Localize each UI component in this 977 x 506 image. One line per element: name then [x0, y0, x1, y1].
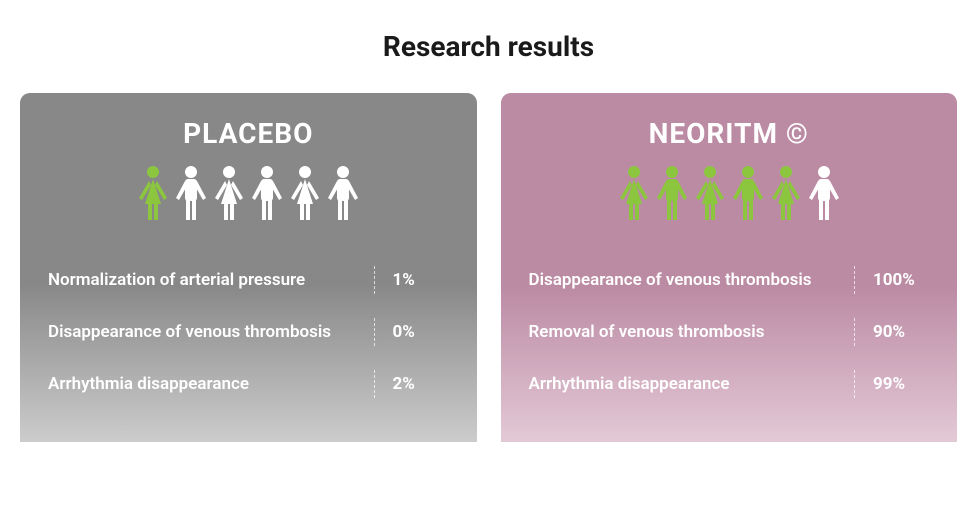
- result-label: Disappearance of venous thrombosis: [48, 322, 356, 342]
- result-label: Disappearance of venous thrombosis: [529, 270, 837, 290]
- row-divider: [374, 318, 375, 346]
- result-value: 2%: [393, 374, 449, 394]
- page-title: Research results: [10, 30, 967, 63]
- result-rows: Normalization of arterial pressure 1% Disa…: [48, 254, 449, 410]
- panel-header: PLACEBO: [48, 117, 449, 150]
- person-icon: [249, 164, 285, 228]
- people-icon-row: [48, 164, 449, 228]
- result-row: Arrhythmia disappearance 2%: [48, 358, 449, 410]
- result-label: Normalization of arterial pressure: [48, 270, 356, 290]
- result-row: Arrhythmia disappearance 99%: [529, 358, 930, 410]
- panels-container: PLACEBO: [10, 93, 967, 442]
- result-value: 99%: [873, 374, 929, 394]
- person-icon: [730, 164, 766, 228]
- result-value: 100%: [873, 270, 929, 290]
- row-divider: [374, 370, 375, 398]
- person-icon: [806, 164, 842, 228]
- result-value: 0%: [393, 322, 449, 342]
- row-divider: [854, 370, 855, 398]
- person-icon: [287, 164, 323, 228]
- result-row: Normalization of arterial pressure 1%: [48, 254, 449, 306]
- row-divider: [374, 266, 375, 294]
- result-panel: NEORITM ©: [501, 93, 958, 442]
- people-icon-row: [529, 164, 930, 228]
- person-icon: [325, 164, 361, 228]
- result-row: Removal of venous thrombosis 90%: [529, 306, 930, 358]
- row-divider: [854, 266, 855, 294]
- result-panel: PLACEBO: [20, 93, 477, 442]
- person-icon: [692, 164, 728, 228]
- result-row: Disappearance of venous thrombosis 0%: [48, 306, 449, 358]
- panel-header: NEORITM ©: [529, 117, 930, 150]
- result-value: 90%: [873, 322, 929, 342]
- person-icon: [135, 164, 171, 228]
- result-label: Removal of venous thrombosis: [529, 322, 837, 342]
- person-icon: [211, 164, 247, 228]
- result-label: Arrhythmia disappearance: [529, 374, 837, 394]
- result-rows: Disappearance of venous thrombosis 100% Re…: [529, 254, 930, 410]
- row-divider: [854, 318, 855, 346]
- person-icon: [654, 164, 690, 228]
- person-icon: [768, 164, 804, 228]
- result-value: 1%: [393, 270, 449, 290]
- person-icon: [173, 164, 209, 228]
- result-label: Arrhythmia disappearance: [48, 374, 356, 394]
- result-row: Disappearance of venous thrombosis 100%: [529, 254, 930, 306]
- person-icon: [616, 164, 652, 228]
